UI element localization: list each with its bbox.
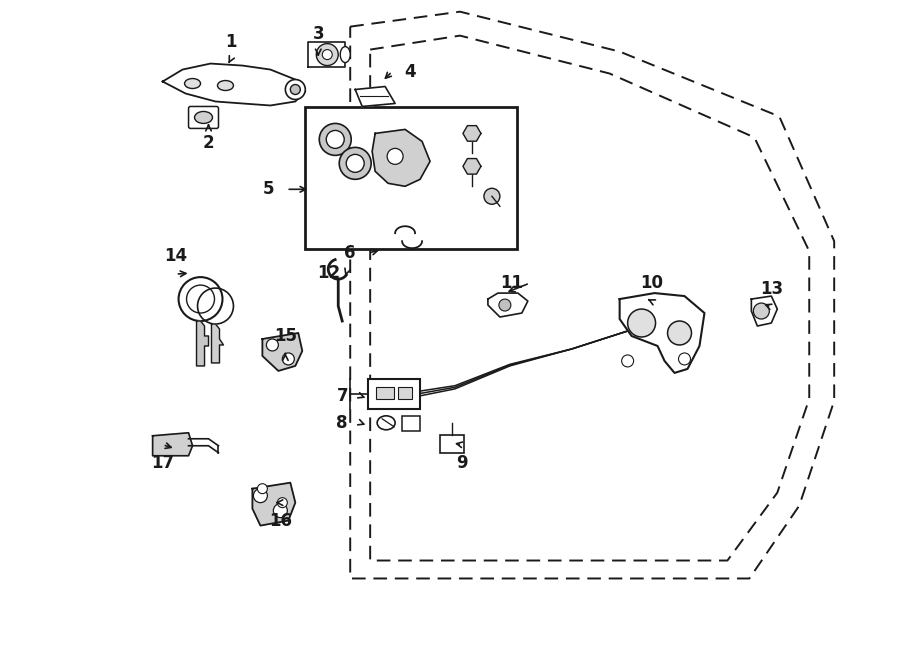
Text: 2: 2: [202, 134, 214, 153]
Polygon shape: [212, 324, 223, 363]
Text: 13: 13: [760, 280, 783, 298]
Text: 16: 16: [269, 512, 292, 529]
Circle shape: [668, 321, 691, 345]
Text: 3: 3: [312, 24, 324, 42]
Polygon shape: [263, 333, 302, 371]
Circle shape: [622, 355, 634, 367]
Circle shape: [484, 188, 500, 204]
Bar: [440, 435, 464, 453]
Ellipse shape: [340, 46, 350, 63]
Polygon shape: [619, 293, 705, 373]
Circle shape: [499, 299, 511, 311]
Bar: [402, 416, 420, 431]
Polygon shape: [196, 321, 209, 366]
Text: 5: 5: [263, 180, 274, 198]
Circle shape: [291, 85, 301, 95]
FancyBboxPatch shape: [189, 106, 219, 128]
Circle shape: [679, 353, 690, 365]
Bar: [368, 379, 420, 409]
Circle shape: [285, 79, 305, 100]
Circle shape: [387, 148, 403, 165]
Circle shape: [277, 498, 287, 508]
Bar: [376, 387, 394, 399]
Ellipse shape: [194, 112, 212, 124]
Circle shape: [322, 50, 332, 59]
Polygon shape: [356, 87, 395, 106]
Text: 7: 7: [337, 387, 348, 405]
Circle shape: [346, 155, 364, 173]
Polygon shape: [373, 130, 430, 186]
Polygon shape: [252, 483, 295, 525]
Circle shape: [283, 353, 294, 365]
Ellipse shape: [184, 79, 201, 89]
Circle shape: [327, 130, 344, 148]
Polygon shape: [153, 433, 193, 455]
Polygon shape: [463, 159, 481, 174]
Bar: [398, 387, 412, 399]
Text: 9: 9: [456, 453, 468, 472]
Text: 11: 11: [500, 274, 524, 292]
Polygon shape: [488, 293, 527, 317]
Circle shape: [627, 309, 655, 337]
Ellipse shape: [377, 416, 395, 430]
Circle shape: [339, 147, 371, 179]
Polygon shape: [752, 296, 778, 326]
Polygon shape: [309, 42, 346, 67]
Text: 1: 1: [225, 32, 236, 51]
Text: 12: 12: [317, 264, 340, 282]
Polygon shape: [163, 63, 305, 106]
Text: 10: 10: [640, 274, 663, 292]
Text: 8: 8: [337, 414, 348, 432]
Text: 6: 6: [345, 244, 356, 262]
Bar: [305, 108, 517, 249]
Polygon shape: [463, 126, 481, 141]
Circle shape: [254, 488, 267, 502]
Circle shape: [753, 303, 770, 319]
Text: 4: 4: [404, 63, 416, 81]
Circle shape: [320, 124, 351, 155]
Circle shape: [316, 44, 338, 65]
Circle shape: [257, 484, 267, 494]
Text: 14: 14: [164, 247, 187, 265]
Text: 17: 17: [151, 453, 175, 472]
Text: 15: 15: [274, 327, 297, 345]
Circle shape: [266, 339, 278, 351]
Circle shape: [274, 504, 287, 518]
Ellipse shape: [218, 81, 233, 91]
